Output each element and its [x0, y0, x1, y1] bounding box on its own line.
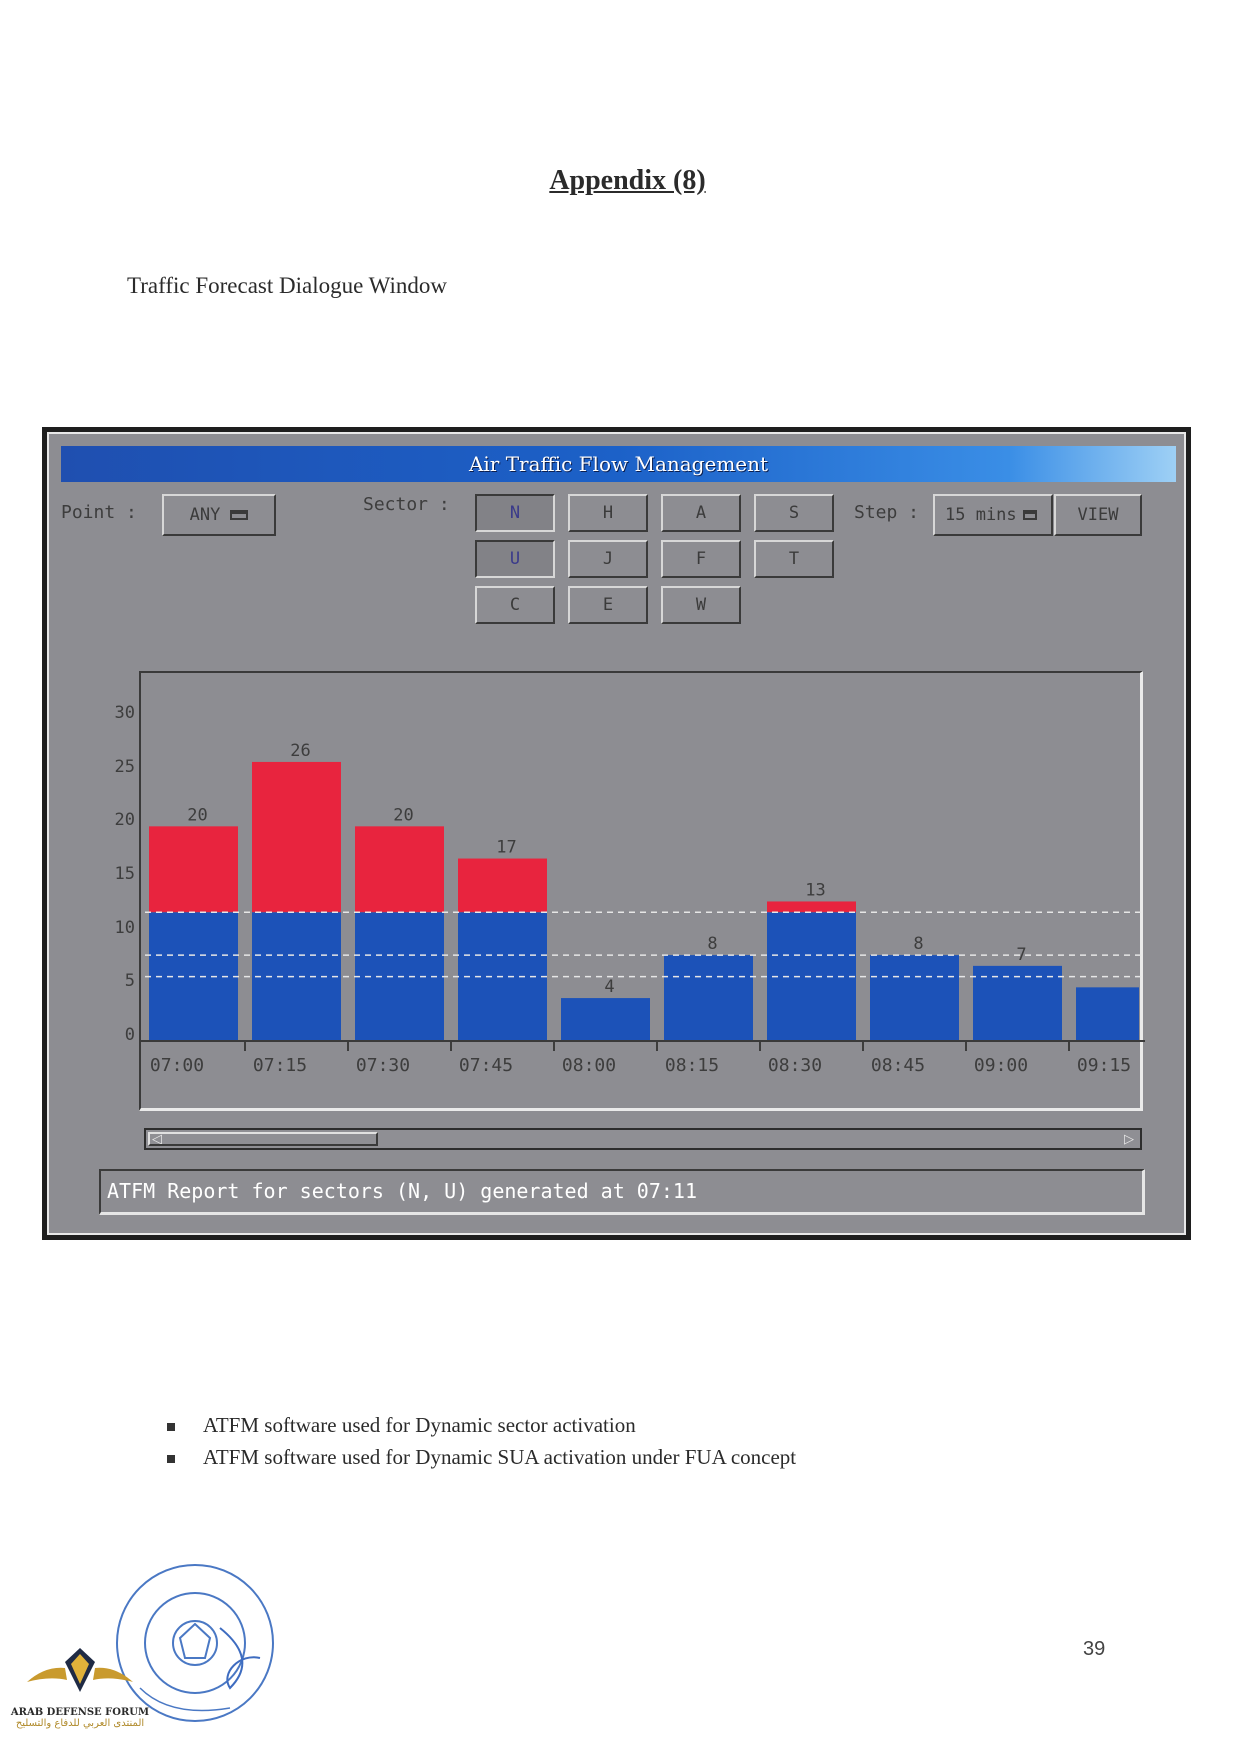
sector-button-e[interactable]: E	[568, 586, 648, 624]
sector-button-f[interactable]: F	[661, 540, 741, 578]
bar-over-capacity	[458, 858, 547, 913]
y-tick-label: 15	[114, 864, 135, 884]
y-tick-label: 20	[114, 810, 135, 831]
page-heading: Appendix (8)	[549, 165, 706, 196]
bar-value-label: 4	[604, 977, 614, 997]
bar-value-label: 8	[707, 934, 717, 954]
logo-name: ARAB DEFENSE FORUM	[10, 1707, 150, 1718]
x-tick-label: 07:30	[356, 1055, 410, 1076]
step-dropdown[interactable]: 15 mins	[933, 494, 1053, 536]
sector-button-h[interactable]: H	[568, 494, 648, 532]
bar-under-capacity	[252, 912, 341, 1041]
bar-under-capacity	[664, 955, 753, 1041]
dropdown-icon	[230, 510, 249, 520]
bullet-item: ATFM software used for Dynamic sector ac…	[165, 1413, 796, 1438]
sector-button-t[interactable]: T	[754, 540, 834, 578]
sector-button-n[interactable]: N	[475, 494, 555, 532]
y-tick-label: 25	[114, 756, 135, 777]
bar-value-label: 26	[290, 741, 310, 761]
x-tick-label: 08:30	[768, 1055, 822, 1076]
sector-button-c[interactable]: C	[475, 586, 555, 624]
x-tick-label: 08:45	[871, 1055, 925, 1076]
x-tick-label: 09:00	[974, 1055, 1028, 1076]
logo-arabic: المنتدى العربي للدفاع والتسليح	[15, 1718, 145, 1729]
x-tick-label: 07:00	[150, 1055, 204, 1076]
bar-value-label: 13	[805, 880, 825, 900]
wings-emblem-icon	[27, 1648, 133, 1692]
point-label: Point :	[61, 502, 137, 523]
bar-value-label: 8	[913, 934, 923, 954]
y-tick-label: 0	[124, 1025, 135, 1045]
sector-label: Sector :	[363, 494, 450, 515]
step-label: Step :	[854, 502, 920, 523]
y-tick-label: 30	[114, 703, 135, 723]
bar-under-capacity	[1076, 987, 1139, 1041]
point-dropdown[interactable]: ANY	[162, 494, 276, 536]
bullet-item: ATFM software used for Dynamic SUA activ…	[165, 1445, 796, 1470]
arab-defense-forum-logo: ARAB DEFENSE FORUM المنتدى العربي للدفاع…	[10, 1640, 150, 1752]
bar-value-label: 20	[393, 805, 413, 825]
traffic-chart: 20 07:00 26 07:15 20 07:30 17 07:45 4 08:00 8 08:15…	[139, 671, 1145, 1111]
y-tick-label: 10	[114, 917, 135, 938]
x-tick-label: 09:15	[1077, 1055, 1131, 1076]
y-tick-label: 5	[124, 971, 135, 992]
sector-button-u[interactable]: U	[475, 540, 555, 578]
bar-under-capacity	[561, 998, 650, 1041]
bar-over-capacity	[767, 901, 856, 913]
sector-button-a[interactable]: A	[661, 494, 741, 532]
point-value: ANY	[189, 505, 221, 525]
bar-over-capacity	[149, 826, 238, 913]
window-title: Air Traffic Flow Management	[61, 446, 1176, 482]
bar-over-capacity	[252, 761, 341, 913]
x-tick-label: 07:45	[459, 1055, 513, 1076]
bar-under-capacity	[973, 965, 1062, 1041]
view-button[interactable]: VIEW	[1054, 494, 1142, 536]
scroll-left-icon[interactable]: ◁	[152, 1131, 162, 1146]
bar-value-label: 7	[1016, 945, 1026, 965]
scrollbar-thumb[interactable]	[148, 1132, 378, 1146]
x-tick-label: 08:15	[665, 1055, 719, 1076]
atfm-window: Air Traffic Flow Management Point : ANY …	[47, 432, 1186, 1235]
section-title: Traffic Forecast Dialogue Window	[127, 273, 447, 298]
status-bar: ATFM Report for sectors (N, U) generated…	[99, 1169, 1145, 1215]
page-number: 39	[1083, 1638, 1106, 1660]
official-stamp	[116, 1564, 274, 1722]
sector-button-w[interactable]: W	[661, 586, 741, 624]
bullet-list: ATFM software used for Dynamic sector ac…	[165, 1413, 796, 1477]
scroll-right-icon[interactable]: ▷	[1124, 1131, 1134, 1146]
dropdown-icon	[1022, 510, 1037, 520]
dialogue-screenshot: Air Traffic Flow Management Point : ANY …	[42, 427, 1191, 1240]
horizontal-scrollbar[interactable]: ◁ ▷	[144, 1128, 1142, 1150]
bar-over-capacity	[355, 826, 444, 913]
x-tick-label: 07:15	[253, 1055, 307, 1076]
bar-value-label: 17	[496, 838, 516, 858]
bar-value-label: 20	[187, 805, 207, 825]
bar-under-capacity	[870, 955, 959, 1041]
traffic-chart-svg: 20 07:00 26 07:15 20 07:30 17 07:45 4 08:00 8 08:15…	[141, 741, 1145, 1076]
sector-button-j[interactable]: J	[568, 540, 648, 578]
x-tick-label: 08:00	[562, 1055, 616, 1076]
sector-button-s[interactable]: S	[754, 494, 834, 532]
step-value: 15 mins	[945, 505, 1017, 525]
